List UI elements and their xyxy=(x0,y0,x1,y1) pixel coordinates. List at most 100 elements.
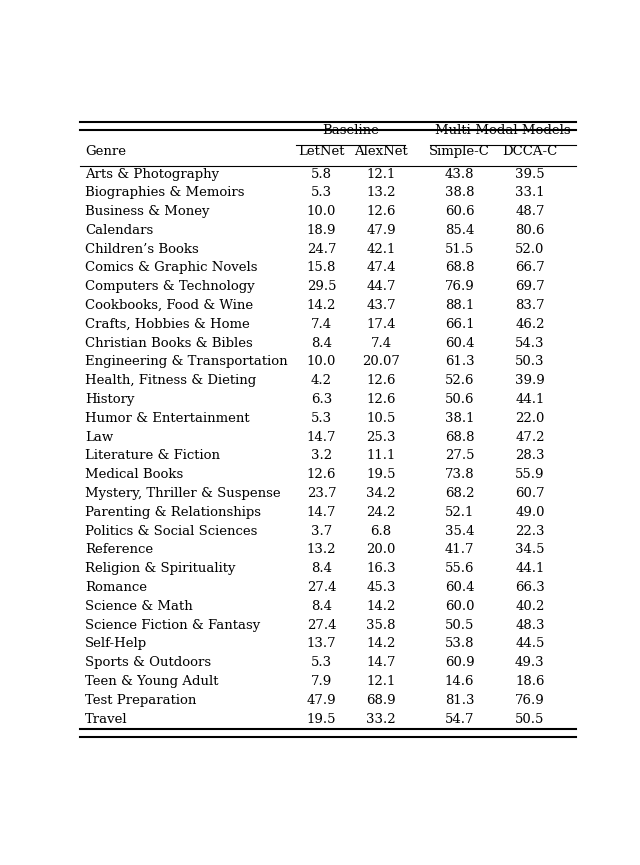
Text: 10.0: 10.0 xyxy=(307,356,336,368)
Text: 5.3: 5.3 xyxy=(311,412,332,425)
Text: 66.7: 66.7 xyxy=(515,261,545,274)
Text: 33.2: 33.2 xyxy=(366,713,396,726)
Text: 60.7: 60.7 xyxy=(515,487,545,500)
Text: 50.5: 50.5 xyxy=(515,713,545,726)
Text: 42.1: 42.1 xyxy=(366,243,396,256)
Text: 51.5: 51.5 xyxy=(445,243,474,256)
Text: Calendars: Calendars xyxy=(85,224,153,237)
Text: 19.5: 19.5 xyxy=(366,468,396,481)
Text: 44.1: 44.1 xyxy=(515,393,545,406)
Text: Science & Math: Science & Math xyxy=(85,599,193,612)
Text: 8.4: 8.4 xyxy=(311,599,332,612)
Text: Cookbooks, Food & Wine: Cookbooks, Food & Wine xyxy=(85,299,253,312)
Text: 10.5: 10.5 xyxy=(366,412,396,425)
Text: 38.8: 38.8 xyxy=(445,186,474,199)
Text: History: History xyxy=(85,393,134,406)
Text: 60.9: 60.9 xyxy=(445,657,474,670)
Text: 3.7: 3.7 xyxy=(311,524,332,537)
Text: 12.6: 12.6 xyxy=(366,375,396,388)
Text: Comics & Graphic Novels: Comics & Graphic Novels xyxy=(85,261,257,274)
Text: 47.9: 47.9 xyxy=(307,694,337,707)
Text: 85.4: 85.4 xyxy=(445,224,474,237)
Text: 61.3: 61.3 xyxy=(445,356,474,368)
Text: Self-Help: Self-Help xyxy=(85,638,147,650)
Text: Parenting & Relationships: Parenting & Relationships xyxy=(85,506,261,519)
Text: 18.9: 18.9 xyxy=(307,224,336,237)
Text: 35.8: 35.8 xyxy=(366,618,396,631)
Text: Literature & Fiction: Literature & Fiction xyxy=(85,450,220,463)
Text: 43.8: 43.8 xyxy=(445,168,474,181)
Text: 50.6: 50.6 xyxy=(445,393,474,406)
Text: 14.7: 14.7 xyxy=(307,506,336,519)
Text: 68.8: 68.8 xyxy=(445,431,474,444)
Text: Sports & Outdoors: Sports & Outdoors xyxy=(85,657,211,670)
Text: 7.9: 7.9 xyxy=(311,675,332,688)
Text: 8.4: 8.4 xyxy=(311,336,332,349)
Text: 76.9: 76.9 xyxy=(445,280,474,293)
Text: Medical Books: Medical Books xyxy=(85,468,183,481)
Text: Children’s Books: Children’s Books xyxy=(85,243,198,256)
Text: 44.7: 44.7 xyxy=(366,280,396,293)
Text: Reference: Reference xyxy=(85,543,153,556)
Text: 52.6: 52.6 xyxy=(445,375,474,388)
Text: Religion & Spirituality: Religion & Spirituality xyxy=(85,562,236,575)
Text: 14.7: 14.7 xyxy=(307,431,336,444)
Text: 14.7: 14.7 xyxy=(366,657,396,670)
Text: 83.7: 83.7 xyxy=(515,299,545,312)
Text: Simple-C: Simple-C xyxy=(429,145,490,158)
Text: 27.5: 27.5 xyxy=(445,450,474,463)
Text: Genre: Genre xyxy=(85,145,126,158)
Text: Crafts, Hobbies & Home: Crafts, Hobbies & Home xyxy=(85,317,250,330)
Text: 60.6: 60.6 xyxy=(445,205,474,218)
Text: 35.4: 35.4 xyxy=(445,524,474,537)
Text: LetNet: LetNet xyxy=(298,145,345,158)
Text: 14.2: 14.2 xyxy=(366,599,396,612)
Text: 40.2: 40.2 xyxy=(515,599,545,612)
Text: 88.1: 88.1 xyxy=(445,299,474,312)
Text: Travel: Travel xyxy=(85,713,127,726)
Text: DCCA-C: DCCA-C xyxy=(502,145,557,158)
Text: 81.3: 81.3 xyxy=(445,694,474,707)
Text: 47.2: 47.2 xyxy=(515,431,545,444)
Text: Romance: Romance xyxy=(85,581,147,594)
Text: 6.8: 6.8 xyxy=(371,524,392,537)
Text: Computers & Technology: Computers & Technology xyxy=(85,280,255,293)
Text: 60.4: 60.4 xyxy=(445,336,474,349)
Text: 80.6: 80.6 xyxy=(515,224,545,237)
Text: 54.3: 54.3 xyxy=(515,336,545,349)
Text: 7.4: 7.4 xyxy=(371,336,392,349)
Text: 54.7: 54.7 xyxy=(445,713,474,726)
Text: 17.4: 17.4 xyxy=(366,317,396,330)
Text: 44.5: 44.5 xyxy=(515,638,545,650)
Text: 55.6: 55.6 xyxy=(445,562,474,575)
Text: 39.9: 39.9 xyxy=(515,375,545,388)
Text: 6.3: 6.3 xyxy=(311,393,332,406)
Text: 73.8: 73.8 xyxy=(445,468,474,481)
Text: 13.2: 13.2 xyxy=(307,543,336,556)
Text: Mystery, Thriller & Suspense: Mystery, Thriller & Suspense xyxy=(85,487,280,500)
Text: 68.2: 68.2 xyxy=(445,487,474,500)
Text: 5.8: 5.8 xyxy=(311,168,332,181)
Text: 45.3: 45.3 xyxy=(366,581,396,594)
Text: 27.4: 27.4 xyxy=(307,618,336,631)
Text: 7.4: 7.4 xyxy=(311,317,332,330)
Text: 4.2: 4.2 xyxy=(311,375,332,388)
Text: 14.2: 14.2 xyxy=(366,638,396,650)
Text: Test Preparation: Test Preparation xyxy=(85,694,196,707)
Text: 12.6: 12.6 xyxy=(366,393,396,406)
Text: Business & Money: Business & Money xyxy=(85,205,209,218)
Text: 24.2: 24.2 xyxy=(366,506,396,519)
Text: 46.2: 46.2 xyxy=(515,317,545,330)
Text: Multi-Modal Models: Multi-Modal Models xyxy=(435,125,571,138)
Text: 69.7: 69.7 xyxy=(515,280,545,293)
Text: 52.1: 52.1 xyxy=(445,506,474,519)
Text: AlexNet: AlexNet xyxy=(354,145,408,158)
Text: 50.5: 50.5 xyxy=(445,618,474,631)
Text: 25.3: 25.3 xyxy=(366,431,396,444)
Text: 44.1: 44.1 xyxy=(515,562,545,575)
Text: 48.3: 48.3 xyxy=(515,618,545,631)
Text: 11.1: 11.1 xyxy=(366,450,396,463)
Text: Humor & Entertainment: Humor & Entertainment xyxy=(85,412,250,425)
Text: 13.7: 13.7 xyxy=(307,638,337,650)
Text: 49.3: 49.3 xyxy=(515,657,545,670)
